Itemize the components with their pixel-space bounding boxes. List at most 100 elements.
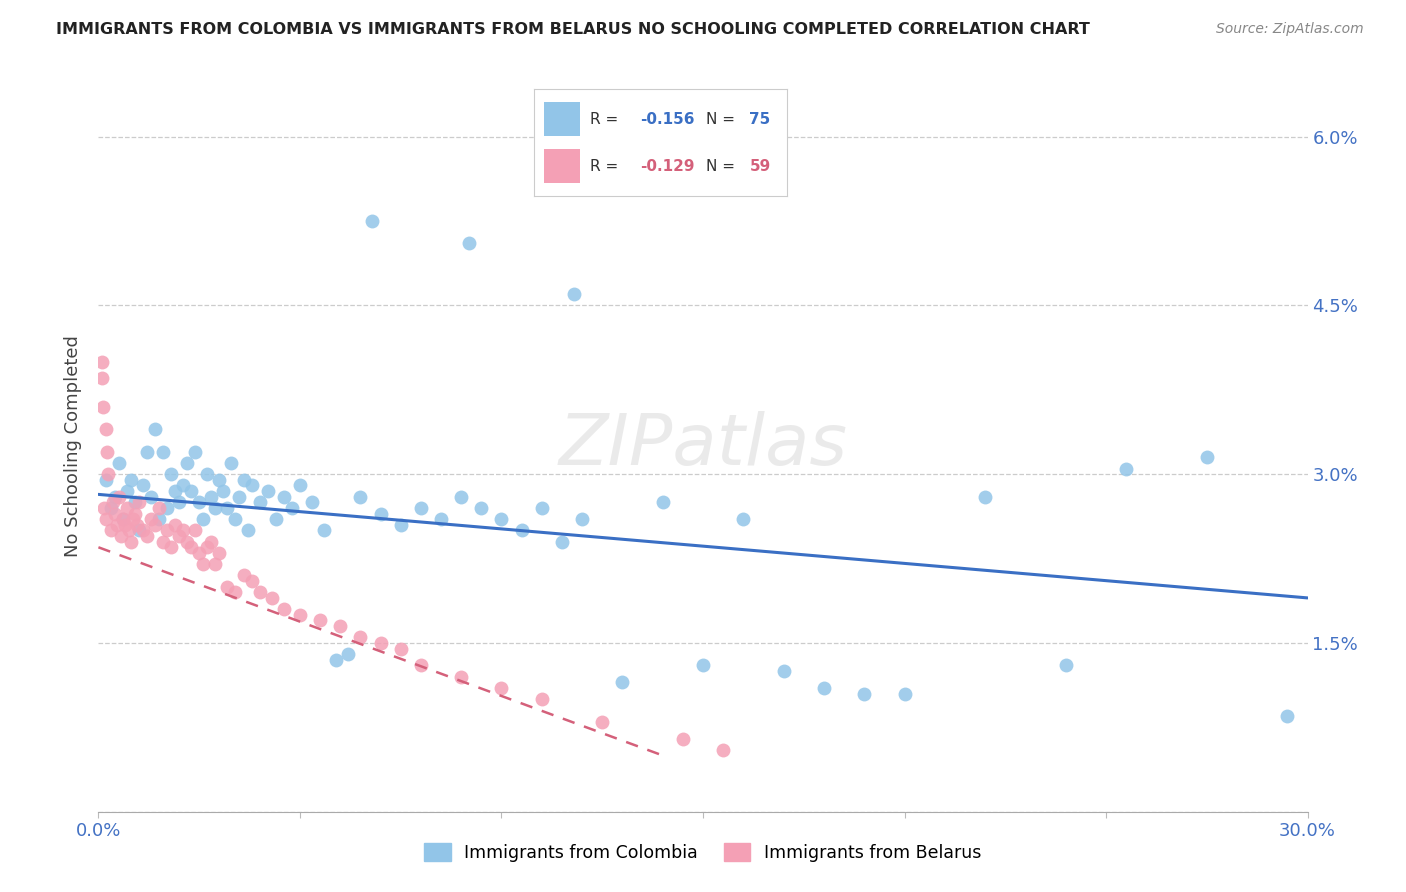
Point <box>530 500 553 515</box>
Legend: Immigrants from Colombia, Immigrants from Belarus: Immigrants from Colombia, Immigrants fro… <box>418 836 988 869</box>
Point <box>510 524 533 538</box>
Point <box>232 473 254 487</box>
Point <box>240 478 263 492</box>
Point <box>370 636 392 650</box>
Point <box>217 580 239 594</box>
Point <box>176 456 198 470</box>
Point <box>273 490 295 504</box>
Point <box>101 495 124 509</box>
Point <box>240 574 263 588</box>
Point <box>232 568 254 582</box>
Point <box>107 490 129 504</box>
Point <box>458 236 481 251</box>
Point <box>100 500 122 515</box>
Point <box>450 490 472 504</box>
Point <box>1115 461 1137 475</box>
Point <box>212 483 235 498</box>
Point <box>135 444 157 458</box>
Point <box>114 517 136 532</box>
Text: R =: R = <box>591 159 623 174</box>
Point <box>167 495 190 509</box>
Point <box>249 495 271 509</box>
Text: N =: N = <box>706 159 740 174</box>
Point <box>651 495 673 509</box>
Point <box>273 602 295 616</box>
Point <box>309 614 332 628</box>
Point <box>195 541 218 555</box>
Point <box>156 524 179 538</box>
Point <box>591 714 613 729</box>
Point <box>110 529 132 543</box>
Point <box>156 500 179 515</box>
Point <box>491 681 513 695</box>
Point <box>204 557 226 571</box>
Point <box>124 495 146 509</box>
Point <box>124 507 146 521</box>
Point <box>188 546 211 560</box>
Point <box>115 483 138 498</box>
Text: IMMIGRANTS FROM COLOMBIA VS IMMIGRANTS FROM BELARUS NO SCHOOLING COMPLETED CORRE: IMMIGRANTS FROM COLOMBIA VS IMMIGRANTS F… <box>56 22 1090 37</box>
Point <box>163 483 186 498</box>
Point <box>91 371 114 385</box>
Point <box>172 524 194 538</box>
Point <box>301 495 323 509</box>
Point <box>370 507 392 521</box>
Text: Source: ZipAtlas.com: Source: ZipAtlas.com <box>1216 22 1364 37</box>
Point <box>893 687 915 701</box>
Point <box>349 630 371 644</box>
Point <box>97 467 120 482</box>
Point <box>152 534 174 549</box>
Point <box>562 287 585 301</box>
Point <box>470 500 492 515</box>
Point <box>90 354 112 368</box>
Point <box>361 214 384 228</box>
Point <box>160 541 183 555</box>
Point <box>813 681 835 695</box>
Point <box>221 456 243 470</box>
Point <box>200 534 222 549</box>
Point <box>409 658 432 673</box>
Point <box>143 517 166 532</box>
Point <box>208 546 231 560</box>
Point <box>180 483 202 498</box>
Point <box>264 512 287 526</box>
Point <box>491 512 513 526</box>
Point <box>389 517 412 532</box>
Point <box>314 524 336 538</box>
Point <box>208 473 231 487</box>
Point <box>132 524 155 538</box>
Point <box>128 495 150 509</box>
Point <box>236 524 259 538</box>
Point <box>692 658 714 673</box>
Point <box>1054 658 1077 673</box>
Point <box>337 647 360 661</box>
Point <box>329 619 352 633</box>
Point <box>193 512 215 526</box>
Point <box>349 490 371 504</box>
Point <box>260 591 283 605</box>
Point <box>853 687 876 701</box>
Point <box>288 607 311 622</box>
Point <box>571 512 593 526</box>
Text: R =: R = <box>591 112 623 127</box>
Point <box>772 664 794 678</box>
Point <box>249 585 271 599</box>
Point <box>612 675 634 690</box>
Point <box>193 557 215 571</box>
Point <box>139 490 162 504</box>
Point <box>228 490 250 504</box>
Point <box>188 495 211 509</box>
Text: ZIPatlas: ZIPatlas <box>558 411 848 481</box>
Text: -0.129: -0.129 <box>641 159 695 174</box>
Point <box>139 512 162 526</box>
Point <box>111 512 134 526</box>
Point <box>118 524 141 538</box>
Point <box>176 534 198 549</box>
Point <box>733 512 755 526</box>
Point <box>430 512 453 526</box>
Point <box>96 512 118 526</box>
Point <box>281 500 304 515</box>
Point <box>128 524 150 538</box>
Point <box>217 500 239 515</box>
Point <box>200 490 222 504</box>
